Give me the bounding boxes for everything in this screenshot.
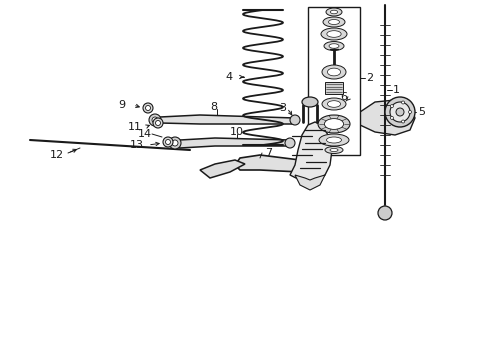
Text: 13: 13 (130, 140, 144, 150)
Ellipse shape (327, 31, 341, 37)
Ellipse shape (330, 148, 338, 152)
Polygon shape (295, 175, 325, 190)
Text: 7: 7 (265, 148, 272, 158)
Ellipse shape (326, 137, 342, 143)
Ellipse shape (329, 44, 339, 48)
Polygon shape (175, 138, 290, 148)
Text: 6: 6 (340, 92, 347, 102)
Text: 12: 12 (50, 150, 64, 160)
Ellipse shape (169, 137, 181, 149)
Ellipse shape (318, 115, 350, 133)
Text: 2: 2 (366, 73, 373, 83)
Ellipse shape (327, 101, 341, 107)
Polygon shape (200, 160, 245, 178)
Ellipse shape (378, 206, 392, 220)
Ellipse shape (327, 68, 341, 76)
Ellipse shape (328, 19, 340, 24)
Ellipse shape (402, 101, 405, 104)
Ellipse shape (324, 41, 344, 50)
Ellipse shape (324, 118, 343, 129)
Ellipse shape (285, 138, 295, 148)
Text: 5: 5 (418, 107, 425, 117)
Polygon shape (325, 105, 360, 125)
Ellipse shape (166, 140, 171, 144)
Text: 9: 9 (118, 100, 125, 110)
Ellipse shape (391, 105, 393, 108)
Ellipse shape (322, 98, 346, 110)
Ellipse shape (302, 97, 318, 107)
Bar (308, 7, 360, 155)
Ellipse shape (390, 102, 410, 122)
Ellipse shape (409, 111, 412, 113)
Ellipse shape (146, 105, 150, 111)
Text: 14: 14 (138, 129, 152, 139)
Polygon shape (290, 122, 332, 182)
Ellipse shape (325, 147, 343, 153)
Text: 10: 10 (230, 127, 244, 137)
Text: 8: 8 (210, 102, 217, 112)
Ellipse shape (149, 114, 161, 126)
Ellipse shape (391, 116, 393, 120)
Ellipse shape (172, 140, 178, 146)
Ellipse shape (396, 108, 404, 116)
Text: 1: 1 (393, 85, 400, 95)
Ellipse shape (163, 137, 173, 147)
Ellipse shape (326, 8, 342, 16)
Ellipse shape (402, 120, 405, 123)
Ellipse shape (385, 97, 415, 127)
Ellipse shape (323, 17, 345, 27)
Ellipse shape (155, 121, 161, 126)
Ellipse shape (290, 115, 300, 125)
Ellipse shape (153, 118, 163, 128)
Polygon shape (235, 155, 320, 172)
Ellipse shape (322, 65, 346, 79)
Text: 11: 11 (128, 122, 142, 132)
Ellipse shape (330, 10, 338, 14)
Ellipse shape (319, 134, 349, 146)
Text: 3: 3 (279, 103, 286, 113)
Ellipse shape (152, 117, 158, 123)
Polygon shape (355, 100, 415, 135)
Bar (325, 82, 343, 94)
Polygon shape (155, 115, 295, 124)
Ellipse shape (321, 28, 347, 40)
Ellipse shape (143, 103, 153, 113)
Text: 4: 4 (225, 72, 232, 82)
